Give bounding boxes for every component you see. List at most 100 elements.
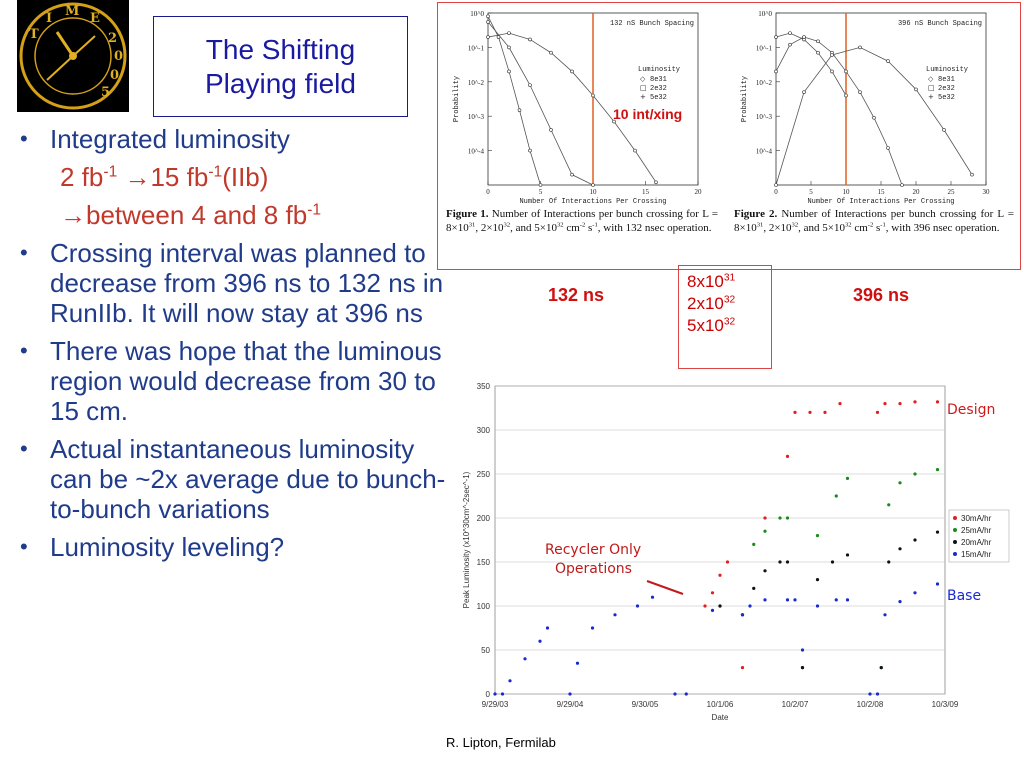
data-point: [898, 600, 902, 604]
data-point: [879, 666, 883, 670]
x-tick-label: 10/2/07: [782, 700, 809, 709]
data-point: [830, 560, 835, 564]
data-point: [875, 692, 880, 696]
x-tick-label: 20: [913, 188, 921, 196]
title-line-1: The Shifting: [205, 33, 356, 65]
x-tick-label: 10/2/08: [857, 700, 884, 709]
y-tick-label: 10^-2: [468, 79, 485, 87]
data-point: [654, 180, 658, 185]
y-tick-label: 250: [477, 470, 491, 479]
legend-marker: □: [640, 84, 647, 92]
y-axis-label: Peak Luminosity (x10^30cm^-2sec^-1): [462, 471, 471, 608]
y-tick-label: 50: [481, 646, 490, 655]
plot-title: 132 nS Bunch Spacing: [610, 20, 694, 28]
y-tick-label: 100: [477, 602, 491, 611]
svg-text:T: T: [29, 27, 39, 42]
data-point: [845, 553, 850, 557]
data-point: [493, 692, 497, 696]
data-point: [635, 604, 640, 608]
legend-entry: 20mA/hr: [961, 538, 992, 547]
data-point: [549, 50, 553, 55]
data-point: [834, 598, 838, 602]
x-tick-label: 5: [809, 188, 813, 196]
y-axis-label: Probability: [453, 76, 461, 122]
svg-text:E: E: [90, 11, 100, 26]
x-tick-label: 15: [642, 188, 650, 196]
data-point: [507, 45, 511, 50]
data-point: [718, 604, 722, 608]
data-point: [575, 661, 580, 665]
data-point: [788, 31, 792, 35]
data-point: [834, 494, 838, 498]
annotation-design: Design: [947, 402, 995, 418]
data-point: [570, 69, 574, 74]
clock-logo: M E I T 2 0 0 5: [17, 0, 129, 112]
data-point: [844, 93, 848, 98]
label-396ns: 396 ns: [853, 285, 910, 305]
legend-entry: 15mA/hr: [961, 550, 992, 559]
data-point: [815, 604, 820, 608]
data-point: [913, 472, 917, 476]
data-point: [793, 598, 797, 602]
x-tick-label: 30: [983, 188, 991, 196]
y-tick-label: 10^-2: [756, 79, 773, 87]
lumi-value: 8x1031: [687, 272, 736, 291]
x-tick-label: 10/3/09: [932, 700, 959, 709]
data-point: [763, 516, 767, 520]
data-point: [591, 183, 595, 187]
bullet-item: • There was hope that the luminous region…: [20, 336, 442, 426]
x-tick-label: 9/29/04: [557, 700, 584, 709]
data-point: [763, 598, 767, 602]
data-point: [913, 591, 917, 595]
svg-text:0: 0: [110, 68, 119, 83]
y-axis-label: Probability: [741, 76, 749, 122]
x-tick-label: 10: [590, 188, 598, 196]
legend-entry: 25mA/hr: [961, 526, 992, 535]
y-tick-label: 10^-3: [756, 113, 773, 121]
data-point: [793, 410, 797, 414]
bullet-dot-icon: •: [20, 534, 28, 559]
data-point: [486, 14, 490, 19]
data-point: [898, 481, 902, 485]
lumi-value: 2x1032: [687, 294, 736, 313]
legend-entry: 8e31: [938, 76, 955, 84]
y-tick-label: 10^0: [470, 10, 484, 18]
x-tick-label: 10/1/06: [707, 700, 734, 709]
data-point: [830, 69, 834, 74]
data-point: [613, 613, 617, 617]
int-per-xing-label: 10 int/xing: [613, 106, 683, 122]
y-tick-label: 350: [477, 382, 491, 391]
bullet-dot-icon: •: [20, 436, 28, 461]
data-point: [830, 53, 834, 57]
luminosity-values-box: 8x1031 2x1032 5x1032: [678, 265, 772, 369]
x-tick-label: 10: [843, 188, 851, 196]
data-point: [740, 613, 745, 617]
bullet-item: • Luminosity leveling?: [20, 532, 285, 562]
legend-marker: ◇: [928, 75, 934, 83]
sub-item: 2 fb-1 →15 fb-1(IIb): [60, 162, 269, 192]
data-point: [935, 468, 940, 472]
data-point: [650, 595, 655, 599]
figure-2-caption: Figure 2. Number of Interactions per bun…: [734, 208, 1014, 234]
data-point: [858, 45, 862, 50]
data-point: [507, 69, 511, 74]
peak-luminosity-chart: 0 50 100 150 200 250 300 350 9/29/03 9/29/04 9/30/…: [462, 382, 1010, 722]
y-tick-label: 10^-3: [468, 113, 485, 121]
credit-text: R. Lipton, Fermilab: [446, 735, 556, 750]
data-point: [800, 648, 805, 652]
series-line: [775, 36, 903, 186]
data-point: [785, 516, 790, 520]
data-point: [886, 146, 890, 150]
data-point: [913, 538, 917, 542]
data-point: [778, 516, 782, 520]
data-point: [788, 42, 792, 47]
data-point: [942, 128, 946, 132]
legend-marker: ◇: [640, 75, 646, 83]
svg-text:M: M: [65, 4, 79, 19]
clock-icon: M E I T 2 0 0 5: [19, 2, 127, 110]
x-tick-label: 9/29/03: [482, 700, 509, 709]
lumi-value: 5x1032: [687, 316, 736, 335]
data-point: [684, 692, 688, 696]
data-point: [816, 39, 820, 44]
legend-title: Luminosity: [638, 66, 680, 74]
